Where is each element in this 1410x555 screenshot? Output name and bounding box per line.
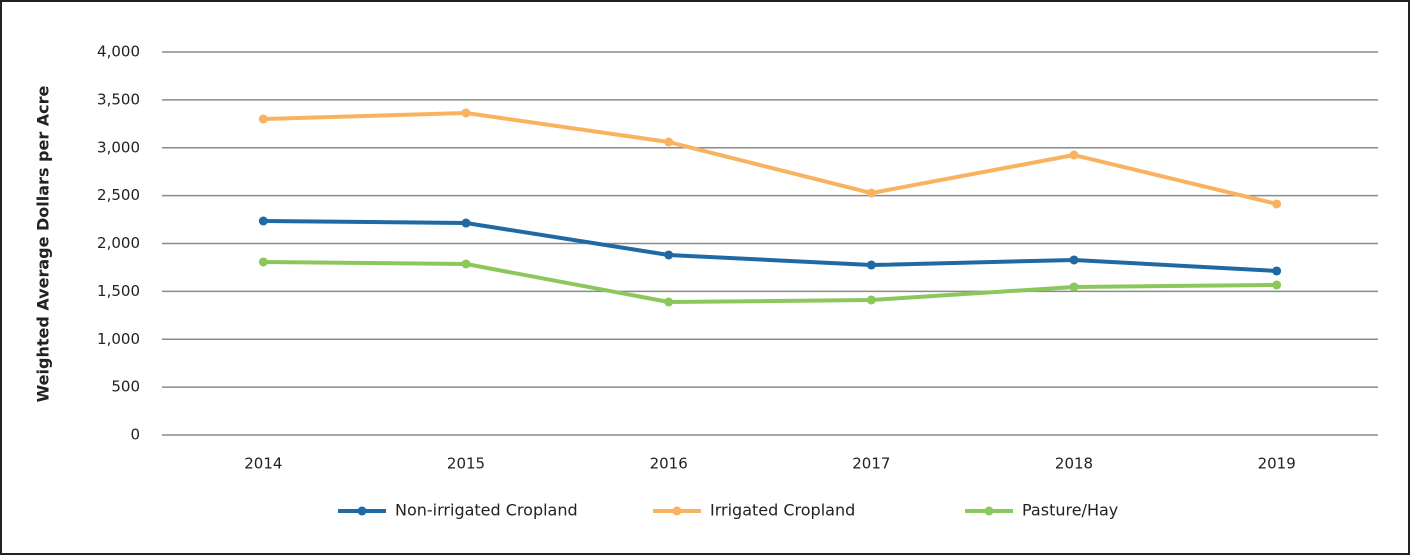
x-tick-label: 2014 — [244, 455, 282, 473]
legend-marker — [357, 506, 367, 516]
data-point — [1272, 199, 1282, 209]
y-tick-label: 3,000 — [97, 138, 140, 156]
y-tick-label: 2,000 — [97, 234, 140, 252]
y-tick-label: 4,000 — [97, 43, 140, 61]
y-tick-label: 1,000 — [97, 330, 140, 348]
data-point — [866, 260, 876, 270]
series-line — [263, 110, 1278, 206]
data-point — [1069, 255, 1079, 265]
legend-marker — [984, 506, 994, 516]
y-tick-label: 2,500 — [97, 186, 140, 204]
data-point — [461, 218, 471, 228]
data-point — [258, 114, 268, 124]
legend-label: Pasture/Hay — [1022, 501, 1118, 520]
x-tick-label: 2015 — [447, 455, 485, 473]
series-line — [263, 218, 1277, 273]
y-tick-label: 500 — [111, 378, 140, 396]
legend-marker — [672, 506, 682, 516]
legend-label: Non-irrigated Cropland — [395, 501, 578, 520]
data-point — [664, 250, 674, 260]
y-tick-label: 3,500 — [97, 90, 140, 108]
data-point — [258, 257, 268, 267]
data-point — [1272, 266, 1282, 276]
data-point — [1272, 280, 1282, 290]
data-point — [1069, 150, 1079, 160]
y-tick-label: 1,500 — [97, 282, 140, 300]
series-line — [263, 259, 1277, 305]
y-tick-label: 0 — [130, 426, 140, 444]
x-tick-label: 2017 — [852, 455, 890, 473]
x-tick-label: 2018 — [1055, 455, 1093, 473]
data-point — [866, 295, 876, 305]
data-point — [1069, 282, 1079, 292]
x-tick-label: 2019 — [1258, 455, 1296, 473]
data-point — [664, 137, 674, 147]
y-axis-label: Weighted Average Dollars per Acre — [34, 85, 53, 402]
data-point — [664, 297, 674, 307]
data-point — [461, 259, 471, 269]
x-tick-label: 2016 — [650, 455, 688, 473]
legend-label: Irrigated Cropland — [710, 501, 855, 520]
data-point — [866, 188, 876, 198]
data-point — [258, 216, 268, 226]
data-point — [461, 108, 471, 118]
